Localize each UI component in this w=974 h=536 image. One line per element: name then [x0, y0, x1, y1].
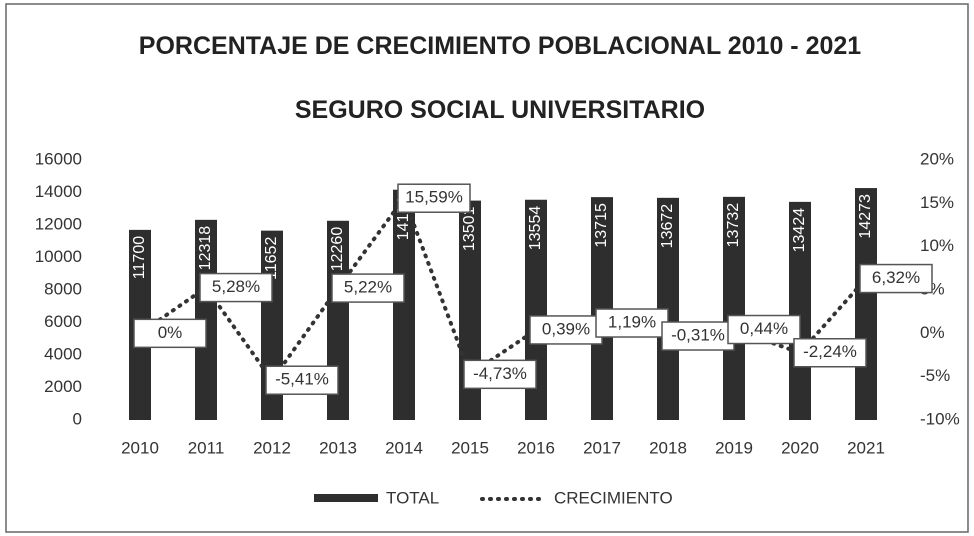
bar-value-label: 13424 — [791, 208, 808, 253]
data-label: 6,32% — [859, 263, 933, 294]
bar-value-label: 12318 — [197, 226, 214, 271]
x-tick-label: 2018 — [649, 438, 687, 457]
y-tick-label: 2000 — [44, 377, 82, 396]
data-label-box — [265, 365, 339, 395]
bar-value-label: 13554 — [527, 206, 544, 251]
y-tick-label: 16000 — [35, 149, 82, 168]
data-label: -2,24% — [793, 337, 867, 368]
data-label: 0,39% — [529, 315, 603, 345]
y-tick-label: 10000 — [35, 247, 82, 266]
data-label-text: 15,59% — [405, 188, 463, 207]
data-label-text: -2,24% — [803, 342, 857, 361]
x-tick-label: 2015 — [451, 438, 489, 457]
bar-value-label: 13732 — [725, 203, 742, 248]
data-label: 15,59% — [397, 183, 471, 213]
y-tick-label: 4000 — [44, 344, 82, 363]
bar-value-label: 14273 — [857, 194, 874, 239]
data-label-box — [331, 273, 405, 303]
y-tick-label: 8000 — [44, 279, 82, 298]
y-tick-label: 14000 — [35, 182, 82, 201]
x-tick-label: 2012 — [253, 438, 291, 457]
data-label: 0,44% — [727, 314, 801, 345]
y-tick-label: 12000 — [35, 214, 82, 233]
y-tick-label: 6000 — [44, 312, 82, 331]
data-label-text: 6,32% — [872, 268, 920, 287]
data-label-text: -0,31% — [671, 326, 725, 345]
x-tick-label: 2019 — [715, 438, 753, 457]
data-label-box — [793, 337, 867, 368]
y2-tick-label: 20% — [920, 149, 954, 168]
y2-tick-label: -5% — [920, 366, 950, 385]
data-label-text: 5,28% — [212, 277, 260, 296]
data-label-box — [529, 315, 603, 345]
y2-tick-label: -10% — [920, 409, 960, 428]
data-label-box — [463, 359, 537, 390]
x-tick-label: 2016 — [517, 438, 555, 457]
data-label-text: 5,22% — [344, 278, 392, 297]
data-label-box — [397, 183, 471, 213]
y-tick-label: 0 — [73, 409, 82, 428]
y2-tick-label: 15% — [920, 193, 954, 212]
bar-value-label: 13672 — [659, 204, 676, 249]
legend-swatch — [314, 494, 378, 502]
data-label: 5,22% — [331, 273, 405, 303]
x-tick-label: 2011 — [188, 438, 225, 457]
x-tick-label: 2020 — [781, 438, 819, 457]
bar-value-label: 11700 — [131, 236, 148, 279]
chart-subtitle: SEGURO SOCIAL UNIVERSITARIO — [294, 96, 706, 124]
bar-value-label: 12260 — [329, 227, 346, 272]
y2-tick-label: 10% — [920, 236, 954, 255]
data-label: -5,41% — [265, 365, 339, 395]
data-label-box — [727, 314, 801, 345]
bar — [393, 189, 415, 420]
bar-value-label: 13501 — [461, 207, 478, 252]
data-label-box — [199, 272, 273, 303]
bar-value-label: 13715 — [593, 203, 610, 248]
data-label-box — [661, 321, 735, 351]
data-label-box — [133, 318, 207, 349]
x-tick-label: 2014 — [385, 438, 423, 457]
x-tick-label: 2017 — [583, 438, 621, 457]
x-tick-label: 2013 — [319, 438, 357, 457]
data-label-text: 0,44% — [740, 319, 788, 338]
legend-label: CRECIMIENTO — [554, 488, 673, 507]
data-label-box — [859, 263, 933, 294]
data-label-text: 0,39% — [542, 319, 590, 338]
x-tick-label: 2021 — [847, 438, 885, 457]
chart-title: PORCENTAJE DE CRECIMIENTO POBLACIONAL 20… — [138, 32, 862, 60]
x-tick-label: 2010 — [121, 438, 159, 457]
bar-value-label: 11652 — [263, 237, 280, 280]
data-label-text: 0% — [158, 323, 183, 342]
data-label-text: 1,19% — [608, 313, 656, 332]
data-label: 0% — [133, 318, 207, 349]
data-label-text: -5,41% — [275, 370, 329, 389]
legend-label: TOTAL — [386, 488, 439, 507]
data-label: 1,19% — [595, 308, 669, 338]
bar — [723, 196, 745, 420]
data-label: -4,73% — [463, 359, 537, 390]
data-label: -0,31% — [661, 321, 735, 351]
data-label-text: -4,73% — [473, 364, 527, 383]
y2-tick-label: 0% — [920, 323, 945, 342]
data-label: 5,28% — [199, 272, 273, 303]
